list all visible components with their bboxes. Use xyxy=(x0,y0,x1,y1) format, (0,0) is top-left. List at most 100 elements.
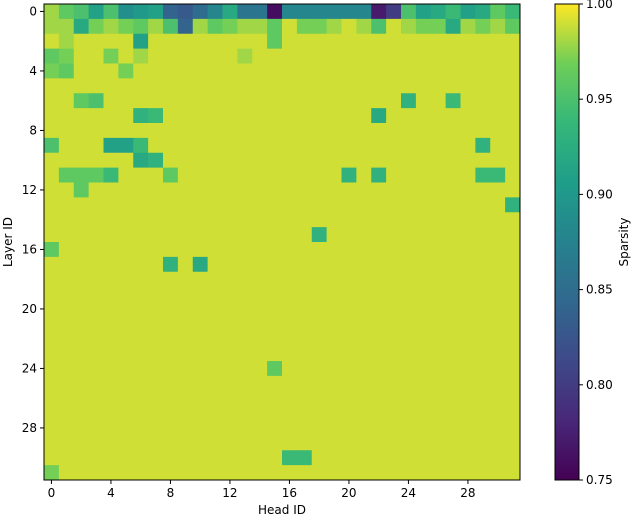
heatmap-cell xyxy=(222,18,238,35)
heatmap-cell xyxy=(430,450,447,466)
heatmap-cell xyxy=(133,167,149,183)
heatmap-cell xyxy=(44,450,60,466)
heatmap-cell xyxy=(401,137,417,154)
heatmap-cell xyxy=(88,167,104,183)
heatmap-cell xyxy=(58,152,75,169)
heatmap-cell xyxy=(44,375,60,392)
heatmap-cell xyxy=(475,227,491,243)
heatmap-cell xyxy=(356,167,372,183)
heatmap-cell xyxy=(371,137,387,154)
heatmap-cell xyxy=(371,152,387,169)
heatmap-cell xyxy=(460,420,476,436)
heatmap-cell xyxy=(148,78,164,94)
heatmap-cell xyxy=(445,331,461,347)
heatmap-cell xyxy=(356,435,372,451)
heatmap-cell xyxy=(252,108,268,124)
heatmap-cell xyxy=(445,361,461,377)
heatmap-cell xyxy=(311,242,328,258)
heatmap-cell xyxy=(118,48,134,64)
heatmap-cell xyxy=(88,316,104,332)
heatmap-cell xyxy=(296,227,313,243)
heatmap-cell xyxy=(88,78,104,94)
heatmap-cell xyxy=(192,301,209,317)
colorbar-tick-label: 0.80 xyxy=(586,378,613,392)
heatmap-cell xyxy=(163,182,179,198)
y-tick-label: 28 xyxy=(22,421,37,435)
heatmap-cell xyxy=(386,212,402,228)
heatmap-cell xyxy=(88,420,104,436)
heatmap-cell xyxy=(207,152,223,169)
heatmap-cell xyxy=(252,137,268,154)
heatmap-cell xyxy=(386,137,402,154)
heatmap-cell xyxy=(252,4,268,20)
heatmap-cell xyxy=(341,48,357,64)
heatmap-cell xyxy=(282,465,298,481)
heatmap-cell xyxy=(73,108,90,124)
heatmap-cell xyxy=(490,346,506,362)
heatmap-cell xyxy=(430,48,447,64)
heatmap-cell xyxy=(371,435,387,451)
heatmap-cell xyxy=(58,212,75,228)
heatmap-cell xyxy=(445,78,461,94)
heatmap-cell xyxy=(222,346,238,362)
heatmap-cell xyxy=(73,316,90,332)
heatmap-cell xyxy=(177,152,194,169)
heatmap-cell xyxy=(44,212,60,228)
heatmap-cell xyxy=(341,4,357,20)
heatmap-cell xyxy=(58,48,75,64)
heatmap-cell xyxy=(73,242,90,258)
heatmap-cell xyxy=(326,137,342,154)
heatmap-cell xyxy=(148,108,164,124)
x-tick-label: 24 xyxy=(401,486,416,500)
heatmap-cell xyxy=(148,152,164,169)
heatmap-cell xyxy=(415,78,432,94)
heatmap-cell xyxy=(401,256,417,273)
heatmap-cell xyxy=(267,242,283,258)
heatmap-cell xyxy=(192,375,209,392)
heatmap-cell xyxy=(475,197,491,213)
heatmap-cell xyxy=(118,316,134,332)
heatmap-cell xyxy=(415,450,432,466)
heatmap-cell xyxy=(207,331,223,347)
heatmap-cell xyxy=(371,123,387,139)
heatmap-cell xyxy=(430,301,447,317)
heatmap-cell xyxy=(460,123,476,139)
heatmap-cell xyxy=(341,361,357,377)
heatmap-cell xyxy=(311,435,328,451)
heatmap-cell xyxy=(44,331,60,347)
heatmap-cell xyxy=(460,465,476,481)
heatmap-cell xyxy=(505,271,521,288)
heatmap-cell xyxy=(163,18,179,35)
heatmap-cell xyxy=(192,346,209,362)
heatmap-cell xyxy=(296,78,313,94)
heatmap-cell xyxy=(371,48,387,64)
heatmap-cell xyxy=(356,93,372,109)
heatmap-cell xyxy=(103,286,119,302)
heatmap-cell xyxy=(371,182,387,198)
heatmap-cell xyxy=(237,271,253,288)
heatmap-cell xyxy=(73,212,90,228)
heatmap-cell xyxy=(222,420,238,436)
heatmap-cell xyxy=(386,48,402,64)
heatmap-frame xyxy=(43,3,521,481)
heatmap-cell xyxy=(148,316,164,332)
heatmap-cell xyxy=(163,390,179,407)
heatmap-cell xyxy=(133,212,149,228)
heatmap-cell xyxy=(296,465,313,481)
heatmap-cell xyxy=(267,256,283,273)
heatmap-cell xyxy=(252,361,268,377)
heatmap-cell xyxy=(490,375,506,392)
heatmap-cell xyxy=(58,331,75,347)
heatmap-cell xyxy=(282,331,298,347)
heatmap-cell xyxy=(163,48,179,64)
heatmap-cell xyxy=(490,227,506,243)
heatmap-cell xyxy=(282,256,298,273)
heatmap-cell xyxy=(475,331,491,347)
heatmap-cell xyxy=(505,361,521,377)
heatmap-cell xyxy=(73,346,90,362)
heatmap-cell xyxy=(163,316,179,332)
heatmap-cell xyxy=(58,465,75,481)
heatmap-cell xyxy=(356,48,372,64)
heatmap-cell xyxy=(341,197,357,213)
heatmap-cell xyxy=(88,197,104,213)
